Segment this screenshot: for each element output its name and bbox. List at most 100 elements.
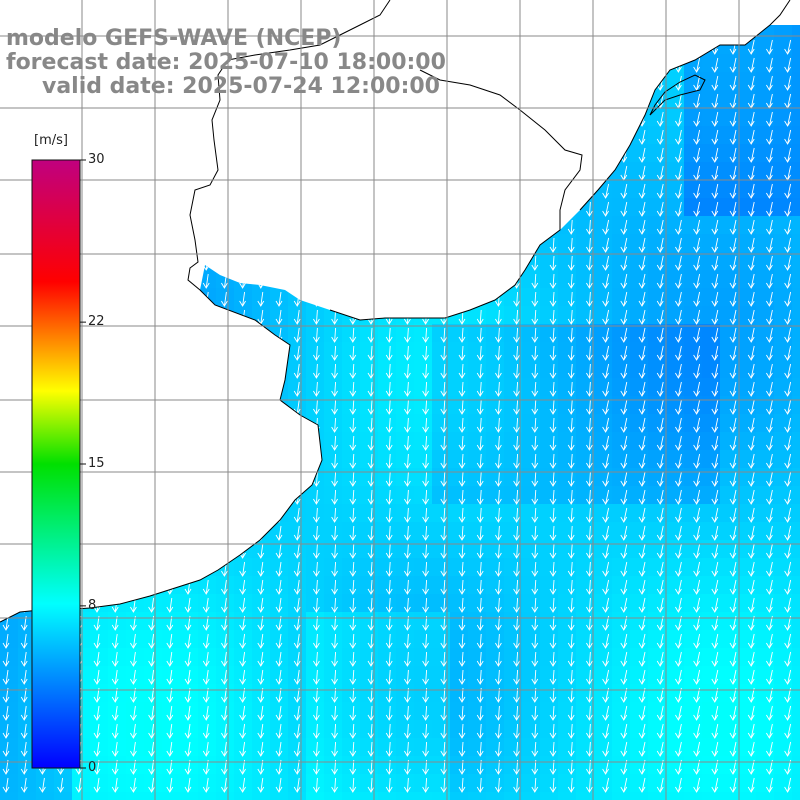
sea-cell xyxy=(216,738,234,756)
wind-arrow xyxy=(638,741,646,757)
sea-cell xyxy=(252,756,270,774)
sea-cell xyxy=(594,432,612,450)
sea-cell xyxy=(720,54,738,72)
wind-arrow xyxy=(513,417,520,433)
wind-arrow xyxy=(313,507,320,523)
sea-cell xyxy=(216,720,234,738)
wind-arrow xyxy=(693,381,701,397)
wind-arrow xyxy=(729,453,737,469)
wind-arrow xyxy=(747,507,755,523)
wind-arrow xyxy=(675,399,682,415)
wind-arrow xyxy=(729,651,737,667)
wind-arrow xyxy=(367,597,375,613)
sea-cell xyxy=(738,576,756,594)
wind-arrow xyxy=(620,561,628,577)
sea-cell xyxy=(648,180,666,198)
wind-arrow xyxy=(111,633,119,649)
sea-cell xyxy=(216,612,234,630)
wind-arrow xyxy=(166,777,174,793)
sea-cell xyxy=(684,702,702,720)
wind-arrow xyxy=(620,435,628,451)
wind-arrow xyxy=(586,327,593,343)
wind-arrow xyxy=(239,291,246,307)
wind-arrow xyxy=(458,561,466,577)
sea-cell xyxy=(198,576,216,594)
wind-arrow xyxy=(747,579,755,595)
wind-arrow xyxy=(586,507,593,523)
wind-arrow xyxy=(385,705,393,721)
sea-cell xyxy=(756,432,774,450)
wind-arrow xyxy=(766,579,773,595)
sea-cell xyxy=(288,684,306,702)
wind-arrow xyxy=(440,435,448,451)
sea-cell xyxy=(450,558,468,576)
sea-cell xyxy=(630,468,648,486)
sea-cell xyxy=(738,216,756,234)
wind-arrow xyxy=(675,201,682,217)
wind-arrow xyxy=(729,435,737,451)
sea-cell xyxy=(378,504,396,522)
sea-cell xyxy=(612,648,630,666)
sea-cell xyxy=(522,468,540,486)
wind-arrow xyxy=(711,309,719,325)
wind-arrow xyxy=(476,633,484,649)
sea-cell xyxy=(756,306,774,324)
sea-cell xyxy=(684,270,702,288)
sea-cell xyxy=(522,486,540,504)
sea-cell xyxy=(522,774,540,792)
wind-arrow xyxy=(602,345,610,361)
sea-cell xyxy=(756,288,774,306)
wind-arrow xyxy=(602,201,610,217)
sea-cell xyxy=(738,108,756,126)
wind-arrow xyxy=(766,183,773,199)
sea-cell xyxy=(414,324,432,342)
sea-cell xyxy=(792,702,800,720)
wind-arrow xyxy=(385,597,393,613)
wind-arrow xyxy=(549,525,557,541)
sea-cell xyxy=(756,216,774,234)
sea-cell xyxy=(414,468,432,486)
wind-arrow xyxy=(495,723,502,739)
sea-cell xyxy=(468,684,486,702)
sea-cell xyxy=(234,666,252,684)
sea-cell xyxy=(702,576,720,594)
sea-cell xyxy=(702,792,720,800)
wind-arrow xyxy=(656,669,664,685)
wind-arrow xyxy=(495,579,502,595)
sea-cell xyxy=(540,576,558,594)
wind-arrow xyxy=(513,741,520,757)
sea-cell xyxy=(288,522,306,540)
wind-arrow xyxy=(586,723,593,739)
sea-cell xyxy=(702,378,720,396)
wind-arrow xyxy=(586,741,593,757)
sea-cell xyxy=(0,756,18,774)
wind-arrow xyxy=(148,705,155,721)
wind-arrow xyxy=(784,723,792,739)
sea-cell xyxy=(288,774,306,792)
sea-cell xyxy=(234,792,252,800)
sea-cell xyxy=(396,738,414,756)
wind-arrow xyxy=(656,129,664,145)
sea-cell xyxy=(198,720,216,738)
sea-cell xyxy=(756,252,774,270)
wind-arrow xyxy=(313,777,320,793)
sea-cell xyxy=(792,486,800,504)
sea-cell xyxy=(540,306,558,324)
sea-cell xyxy=(612,198,630,216)
wind-arrow xyxy=(257,579,265,595)
sea-cell xyxy=(90,792,108,800)
wind-arrow xyxy=(331,597,338,613)
sea-cell xyxy=(522,360,540,378)
wind-arrow xyxy=(293,669,301,685)
wind-arrow xyxy=(784,237,792,253)
sea-cell xyxy=(522,612,540,630)
wind-arrow xyxy=(531,669,539,685)
wind-arrow xyxy=(567,741,575,757)
wind-arrow xyxy=(711,219,719,235)
sea-cell xyxy=(414,576,432,594)
sea-cell xyxy=(450,450,468,468)
wind-arrow xyxy=(638,363,646,379)
wind-arrow xyxy=(513,597,520,613)
sea-cell xyxy=(504,774,522,792)
wind-arrow xyxy=(567,471,575,487)
